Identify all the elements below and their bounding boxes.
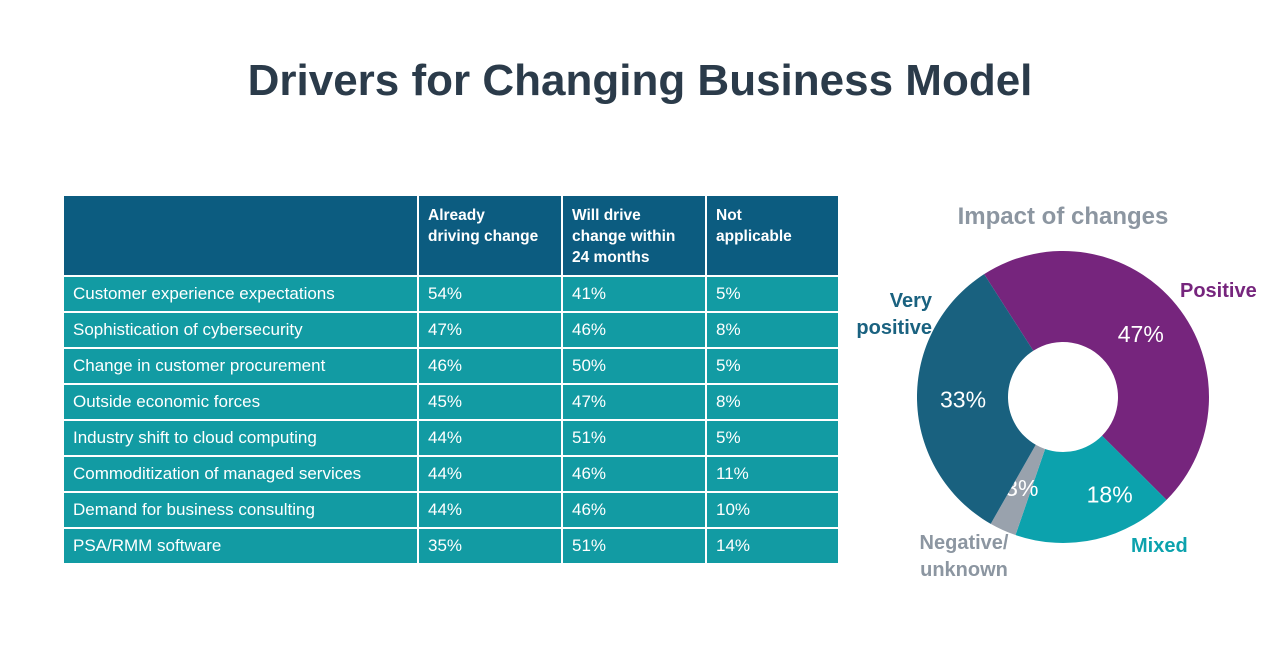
pie-slice-positive — [984, 251, 1209, 500]
row-label: Outside economic forces — [64, 385, 419, 421]
row-value: 35% — [419, 529, 563, 565]
slide-title: Drivers for Changing Business Model — [247, 56, 1033, 105]
row-value: 8% — [707, 385, 838, 421]
row-value: 47% — [419, 313, 563, 349]
pie-slice-negative-unknown — [990, 444, 1046, 536]
pie-slice-very-positive — [917, 274, 1036, 524]
donut-chart: 47%18%3%33% — [917, 251, 1209, 543]
row-value: 51% — [563, 421, 707, 457]
table-row: Industry shift to cloud computing 44% 51% 5… — [64, 421, 838, 457]
row-label: Change in customer procurement — [64, 349, 419, 385]
row-value: 54% — [419, 277, 563, 313]
slice-value-label: 47% — [1118, 321, 1164, 347]
row-value: 10% — [707, 493, 838, 529]
row-value: 50% — [563, 349, 707, 385]
column-header: Will drive change within 24 months — [563, 196, 707, 277]
chart-title: Impact of changes — [957, 203, 1169, 230]
table-header: Already driving change Will drive change … — [64, 196, 838, 277]
label-positive: Positive — [1180, 280, 1257, 302]
row-value: 46% — [563, 457, 707, 493]
row-value: 46% — [563, 493, 707, 529]
slice-value-label: 33% — [940, 387, 986, 413]
table-row: PSA/RMM software 35% 51% 14% — [64, 529, 838, 565]
column-header: Already driving change — [419, 196, 563, 277]
table-row: Commoditization of managed services 44% 46… — [64, 457, 838, 493]
row-value: 8% — [707, 313, 838, 349]
row-value: 44% — [419, 421, 563, 457]
label-negative-unknown: Negative/ unknown — [919, 532, 1009, 581]
row-value: 44% — [419, 457, 563, 493]
table-row: Sophistication of cybersecurity 47% 46% 8% — [64, 313, 838, 349]
row-value: 14% — [707, 529, 838, 565]
pie-slice-mixed — [1015, 435, 1167, 543]
row-value: 45% — [419, 385, 563, 421]
table-header-row: Already driving change Will drive change … — [64, 196, 838, 277]
slice-value-label: 18% — [1087, 481, 1133, 507]
table-row: Outside economic forces 45% 47% 8% — [64, 385, 838, 421]
row-label: Commoditization of managed services — [64, 457, 419, 493]
row-value: 11% — [707, 457, 838, 493]
row-label: Customer experience expectations — [64, 277, 419, 313]
column-header: Not applicable — [707, 196, 838, 277]
row-value: 46% — [419, 349, 563, 385]
row-label: Industry shift to cloud computing — [64, 421, 419, 457]
row-label: PSA/RMM software — [64, 529, 419, 565]
row-value: 51% — [563, 529, 707, 565]
table-row: Customer experience expectations 54% 41% 5% — [64, 277, 838, 313]
row-value: 47% — [563, 385, 707, 421]
row-value: 46% — [563, 313, 707, 349]
row-value: 5% — [707, 349, 838, 385]
row-value: 5% — [707, 277, 838, 313]
drivers-table: Already driving change Will drive change … — [64, 196, 838, 565]
row-value: 5% — [707, 421, 838, 457]
label-mixed: Mixed — [1131, 535, 1188, 557]
table-row: Demand for business consulting 44% 46% 10% — [64, 493, 838, 529]
row-value: 41% — [563, 277, 707, 313]
corner-header-cell — [64, 196, 419, 277]
label-very-positive: Very positive — [856, 290, 932, 339]
row-label: Demand for business consulting — [64, 493, 419, 529]
row-label: Sophistication of cybersecurity — [64, 313, 419, 349]
row-value: 44% — [419, 493, 563, 529]
table-row: Change in customer procurement 46% 50% 5% — [64, 349, 838, 385]
